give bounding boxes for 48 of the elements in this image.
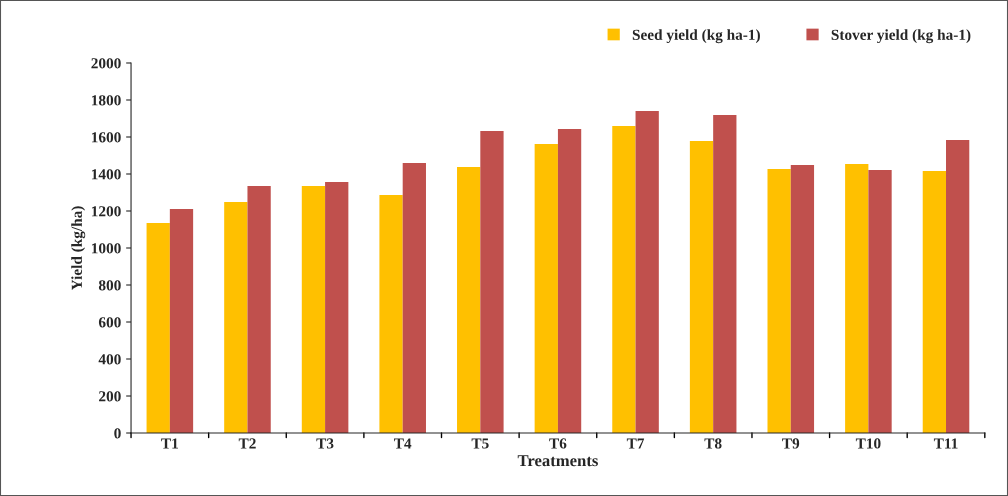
- bar: [868, 169, 892, 434]
- x-tick-label: T9: [782, 438, 800, 449]
- bar: [635, 110, 659, 434]
- y-tick-label: 800: [98, 280, 121, 291]
- bar: [922, 171, 947, 434]
- bar: [457, 166, 481, 434]
- bar: [557, 129, 582, 434]
- bar: [379, 195, 403, 434]
- legend-label: Stover yield (kg ha-1): [831, 29, 971, 44]
- x-tick-label: T10: [855, 438, 881, 449]
- y-axis-title: Yield (kg/ha): [71, 206, 86, 291]
- y-tick-label: 1000: [91, 243, 121, 254]
- y-tick-label: 1800: [91, 95, 121, 106]
- bar: [713, 114, 737, 434]
- bar: [845, 164, 869, 434]
- bar: [169, 208, 194, 434]
- y-tick-label: 400: [98, 354, 121, 365]
- bar: [301, 186, 326, 434]
- bar: [790, 164, 815, 434]
- y-tick-label: 2000: [91, 58, 121, 69]
- bar: [946, 139, 970, 434]
- y-tick-label: 1600: [91, 132, 121, 143]
- y-tick-label: 1400: [91, 169, 121, 180]
- y-tick-label: 200: [99, 391, 121, 402]
- x-tick-label: T5: [471, 438, 489, 449]
- legend-label: Seed yield (kg ha-1): [632, 29, 760, 44]
- bar: [612, 126, 636, 434]
- bar: [247, 186, 271, 434]
- bar: [146, 223, 170, 434]
- x-tick-label: T8: [704, 438, 722, 449]
- x-tick-label: T11: [933, 438, 958, 449]
- bar: [325, 181, 349, 434]
- y-tick-label: 1200: [91, 206, 121, 217]
- y-tick-label: 600: [98, 317, 121, 328]
- x-axis-title: Treatments: [517, 455, 598, 467]
- x-tick-label: T4: [394, 438, 412, 449]
- x-tick-label: T7: [626, 438, 645, 449]
- bar: [767, 169, 791, 434]
- x-tick-label: T2: [238, 438, 256, 449]
- bar: [480, 131, 504, 434]
- bar: [224, 201, 248, 434]
- x-tick-label: T1: [161, 438, 178, 449]
- bar: [689, 141, 714, 434]
- x-tick-label: T6: [549, 438, 567, 449]
- x-tick-label: T3: [316, 438, 334, 449]
- bar: [402, 163, 426, 434]
- bar: [534, 144, 558, 434]
- y-tick-label: 0: [114, 428, 121, 439]
